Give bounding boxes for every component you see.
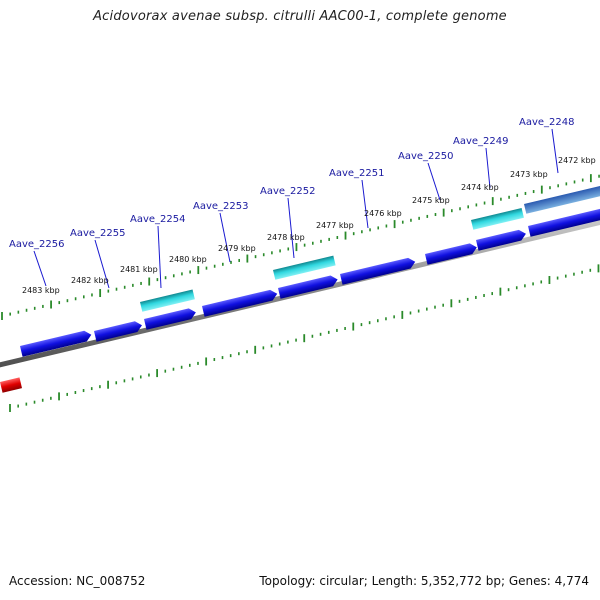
forward-gene-feature bbox=[278, 275, 338, 299]
position-label: 2476 kbp bbox=[364, 209, 402, 218]
rna-gene-feature bbox=[524, 184, 600, 214]
gene-label-line bbox=[219, 212, 231, 263]
forward-gene-feature bbox=[202, 289, 278, 317]
position-labels: 2472 kbp 2473 kbp 2474 kbp 2475 kbp 2476 kbp… bbox=[22, 156, 596, 295]
gene-label[interactable]: Aave_2249 bbox=[453, 136, 509, 147]
gene-label[interactable]: Aave_2251 bbox=[329, 168, 385, 179]
forward-gene-feature bbox=[0, 377, 22, 393]
position-label: 2477 kbp bbox=[316, 221, 354, 230]
position-label: 2473 kbp bbox=[510, 170, 548, 179]
genome-summary-text: Topology: circular; Length: 5,352,772 bp… bbox=[259, 574, 589, 588]
gene-label-line bbox=[157, 225, 162, 289]
forward-gene-feature bbox=[144, 308, 196, 330]
position-label: 2482 kbp bbox=[71, 276, 109, 285]
gene-label[interactable]: Aave_2250 bbox=[398, 151, 454, 162]
gene-label[interactable]: Aave_2254 bbox=[130, 214, 186, 225]
gene-label[interactable]: Aave_2255 bbox=[70, 228, 126, 239]
gene-label[interactable]: Aave_2248 bbox=[519, 117, 575, 128]
rna-gene-feature bbox=[273, 255, 336, 280]
position-label: 2481 kbp bbox=[120, 265, 158, 274]
gene-label-line bbox=[551, 128, 559, 174]
gene-label[interactable]: Aave_2253 bbox=[193, 201, 249, 212]
rna-gene-feature bbox=[471, 207, 524, 230]
position-label: 2483 kbp bbox=[22, 286, 60, 295]
gene-label-line bbox=[485, 147, 491, 189]
forward-gene-feature bbox=[20, 330, 92, 357]
forward-gene-feature bbox=[94, 321, 142, 342]
gene-label-lines bbox=[33, 128, 559, 289]
position-label: 2475 kbp bbox=[412, 196, 450, 205]
position-label: 2479 kbp bbox=[218, 244, 256, 253]
gene-features bbox=[0, 184, 600, 393]
forward-gene-feature bbox=[476, 229, 526, 251]
gene-label-line bbox=[33, 250, 47, 287]
inner-position-ticks bbox=[9, 264, 600, 412]
position-label: 2478 kbp bbox=[267, 233, 305, 242]
outer-position-ticks bbox=[1, 174, 600, 320]
accession-text: Accession: NC_008752 bbox=[9, 574, 146, 588]
forward-gene-feature bbox=[425, 243, 477, 265]
gene-label-line bbox=[94, 239, 110, 289]
map-title: Acidovorax avenae subsp. citrulli AAC00-… bbox=[93, 9, 507, 24]
gene-label-line bbox=[287, 197, 295, 259]
gene-label[interactable]: Aave_2256 bbox=[9, 239, 65, 250]
position-label: 2472 kbp bbox=[558, 156, 596, 165]
gene-labels: Aave_2248 Aave_2249 Aave_2250 Aave_2251 Aave… bbox=[9, 117, 575, 250]
gene-label[interactable]: Aave_2252 bbox=[260, 186, 316, 197]
gene-label-line bbox=[361, 179, 369, 229]
forward-gene-feature bbox=[340, 257, 416, 285]
gene-label-line bbox=[427, 162, 441, 201]
rna-gene-feature bbox=[140, 289, 195, 312]
forward-gene-feature bbox=[528, 208, 600, 237]
position-label: 2474 kbp bbox=[461, 183, 499, 192]
position-label: 2480 kbp bbox=[169, 255, 207, 264]
